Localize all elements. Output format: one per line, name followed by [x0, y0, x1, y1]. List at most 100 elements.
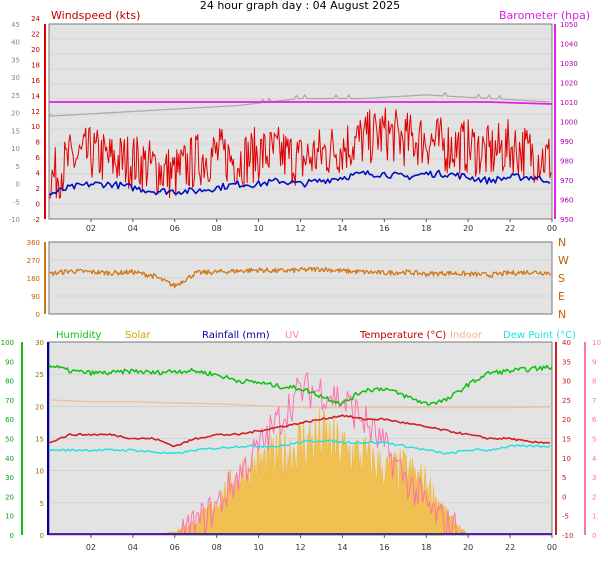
series-barometer-line	[49, 101, 553, 105]
uv-tick: 2	[592, 493, 596, 501]
humidity-tick: 90	[5, 358, 14, 366]
x-tick-label: 06	[170, 543, 180, 552]
x-tick-label: 00	[547, 224, 557, 233]
series-windspeed-line	[49, 107, 552, 199]
temperature-tick: 5	[562, 474, 566, 482]
barometer-tick: 1030	[560, 60, 578, 68]
series-direction-line	[48, 266, 552, 289]
compass-tick: W	[558, 254, 569, 267]
uv-tick: 5	[592, 436, 596, 444]
x-tick-label: 10	[253, 224, 263, 233]
temperature-tick: 15	[562, 436, 571, 444]
series-gray-line	[48, 91, 550, 117]
axis-outer-tick: -10	[9, 216, 20, 224]
humidity-tick: 40	[5, 455, 14, 463]
solar-rain-tick: 15	[35, 436, 44, 444]
page-title: 24 hour graph day : 04 August 2025	[200, 0, 400, 12]
panel-wind-barometer: Windspeed (kts) Barometer (hpa) -10 -5 0 5 1…	[9, 9, 591, 233]
temperature-tick: -5	[562, 513, 569, 521]
solar-rain-tick: 0	[40, 532, 44, 540]
solar-rain-tick: 10	[35, 468, 44, 476]
axis-outer-tick: 30	[11, 74, 20, 82]
uv-tick: 6	[592, 416, 597, 424]
compass-tick: N	[558, 308, 566, 321]
axis-outer-tick: 0	[16, 181, 20, 189]
windspeed-tick: 14	[31, 92, 40, 100]
humidity-tick: 20	[5, 493, 14, 501]
compass-tick: S	[558, 272, 565, 285]
x-tick-label: 02	[86, 224, 96, 233]
temperature-tick: 10	[562, 455, 571, 463]
axis-outer-tick: 5	[16, 163, 20, 171]
humidity-tick: 50	[5, 436, 14, 444]
legend-item: Humidity	[56, 330, 101, 341]
humidity-tick: 100	[1, 339, 14, 347]
compass-tick: N	[558, 236, 566, 249]
humidity-tick: 80	[5, 378, 14, 386]
x-tick-label: 10	[253, 543, 263, 552]
windspeed-tick: 20	[31, 46, 40, 54]
x-tick-label: 12	[295, 543, 305, 552]
x-tick-label: 08	[212, 224, 222, 233]
axis-outer-tick: -5	[13, 198, 20, 206]
axis-outer-tick: 25	[11, 92, 20, 100]
windspeed-tick: 2	[36, 185, 40, 193]
uv-tick: 1	[592, 513, 596, 521]
windspeed-tick: 24	[31, 15, 40, 23]
legend-item: UV	[285, 330, 299, 341]
uv-tick: 4	[592, 455, 597, 463]
x-tick-label: 22	[505, 224, 515, 233]
humidity-tick: 0	[10, 532, 14, 540]
barometer-tick: 1050	[560, 21, 578, 29]
legend-item: Indoor	[450, 330, 483, 341]
axis-outer-tick: 40	[11, 39, 20, 47]
windspeed-tick: 6	[36, 154, 41, 162]
compass-tick: E	[558, 290, 565, 303]
solar-rain-tick: 25	[35, 371, 44, 379]
series-dewpoint-line	[48, 439, 551, 455]
series-indoor-line	[48, 399, 553, 409]
direction-tick: 90	[31, 293, 40, 301]
solar-rain-tick: 20	[35, 403, 44, 411]
barometer-tick: 990	[560, 138, 573, 146]
humidity-tick: 60	[5, 416, 14, 424]
series-humidity-line	[48, 363, 553, 407]
barometer-tick: 1040	[560, 41, 578, 49]
legend-item: Solar	[125, 330, 151, 341]
axis-outer-tick: 10	[11, 145, 20, 153]
axis-outer-tick: 45	[11, 21, 20, 29]
uv-tick: 9	[592, 358, 596, 366]
x-tick-label: 16	[379, 224, 389, 233]
plot-area-wind	[48, 23, 553, 220]
temperature-tick: 30	[562, 378, 571, 386]
temperature-tick: -10	[562, 532, 573, 540]
barometer-tick: 1010	[560, 99, 578, 107]
x-tick-label: 06	[170, 224, 180, 233]
uv-tick: 3	[592, 474, 596, 482]
temperature-tick: 40	[562, 339, 571, 347]
x-tick-label: 04	[128, 224, 138, 233]
x-tick-label: 18	[421, 543, 431, 552]
barometer-tick: 980	[560, 158, 573, 166]
x-tick-label: 14	[337, 543, 347, 552]
barometer-tick: 1000	[560, 119, 578, 127]
uv-tick: 0	[592, 532, 596, 540]
windspeed-tick: 18	[31, 61, 40, 69]
x-tick-label: 08	[212, 543, 222, 552]
series-temperature-line	[48, 414, 551, 448]
temperature-tick: 0	[562, 493, 566, 501]
axis-outer-tick: 15	[11, 127, 20, 135]
direction-tick: 270	[27, 257, 40, 265]
x-tick-label: 02	[86, 543, 96, 552]
temperature-tick: 20	[562, 416, 571, 424]
x-tick-label: 22	[505, 543, 515, 552]
x-tick-label: 20	[463, 543, 473, 552]
x-tick-label: 18	[421, 224, 431, 233]
barometer-tick: 970	[560, 177, 573, 185]
x-tick-label: 12	[295, 224, 305, 233]
x-tick-label: 04	[128, 543, 138, 552]
legend-item: Rainfall (mm)	[202, 330, 270, 341]
series-wind-avg-line	[48, 169, 551, 196]
